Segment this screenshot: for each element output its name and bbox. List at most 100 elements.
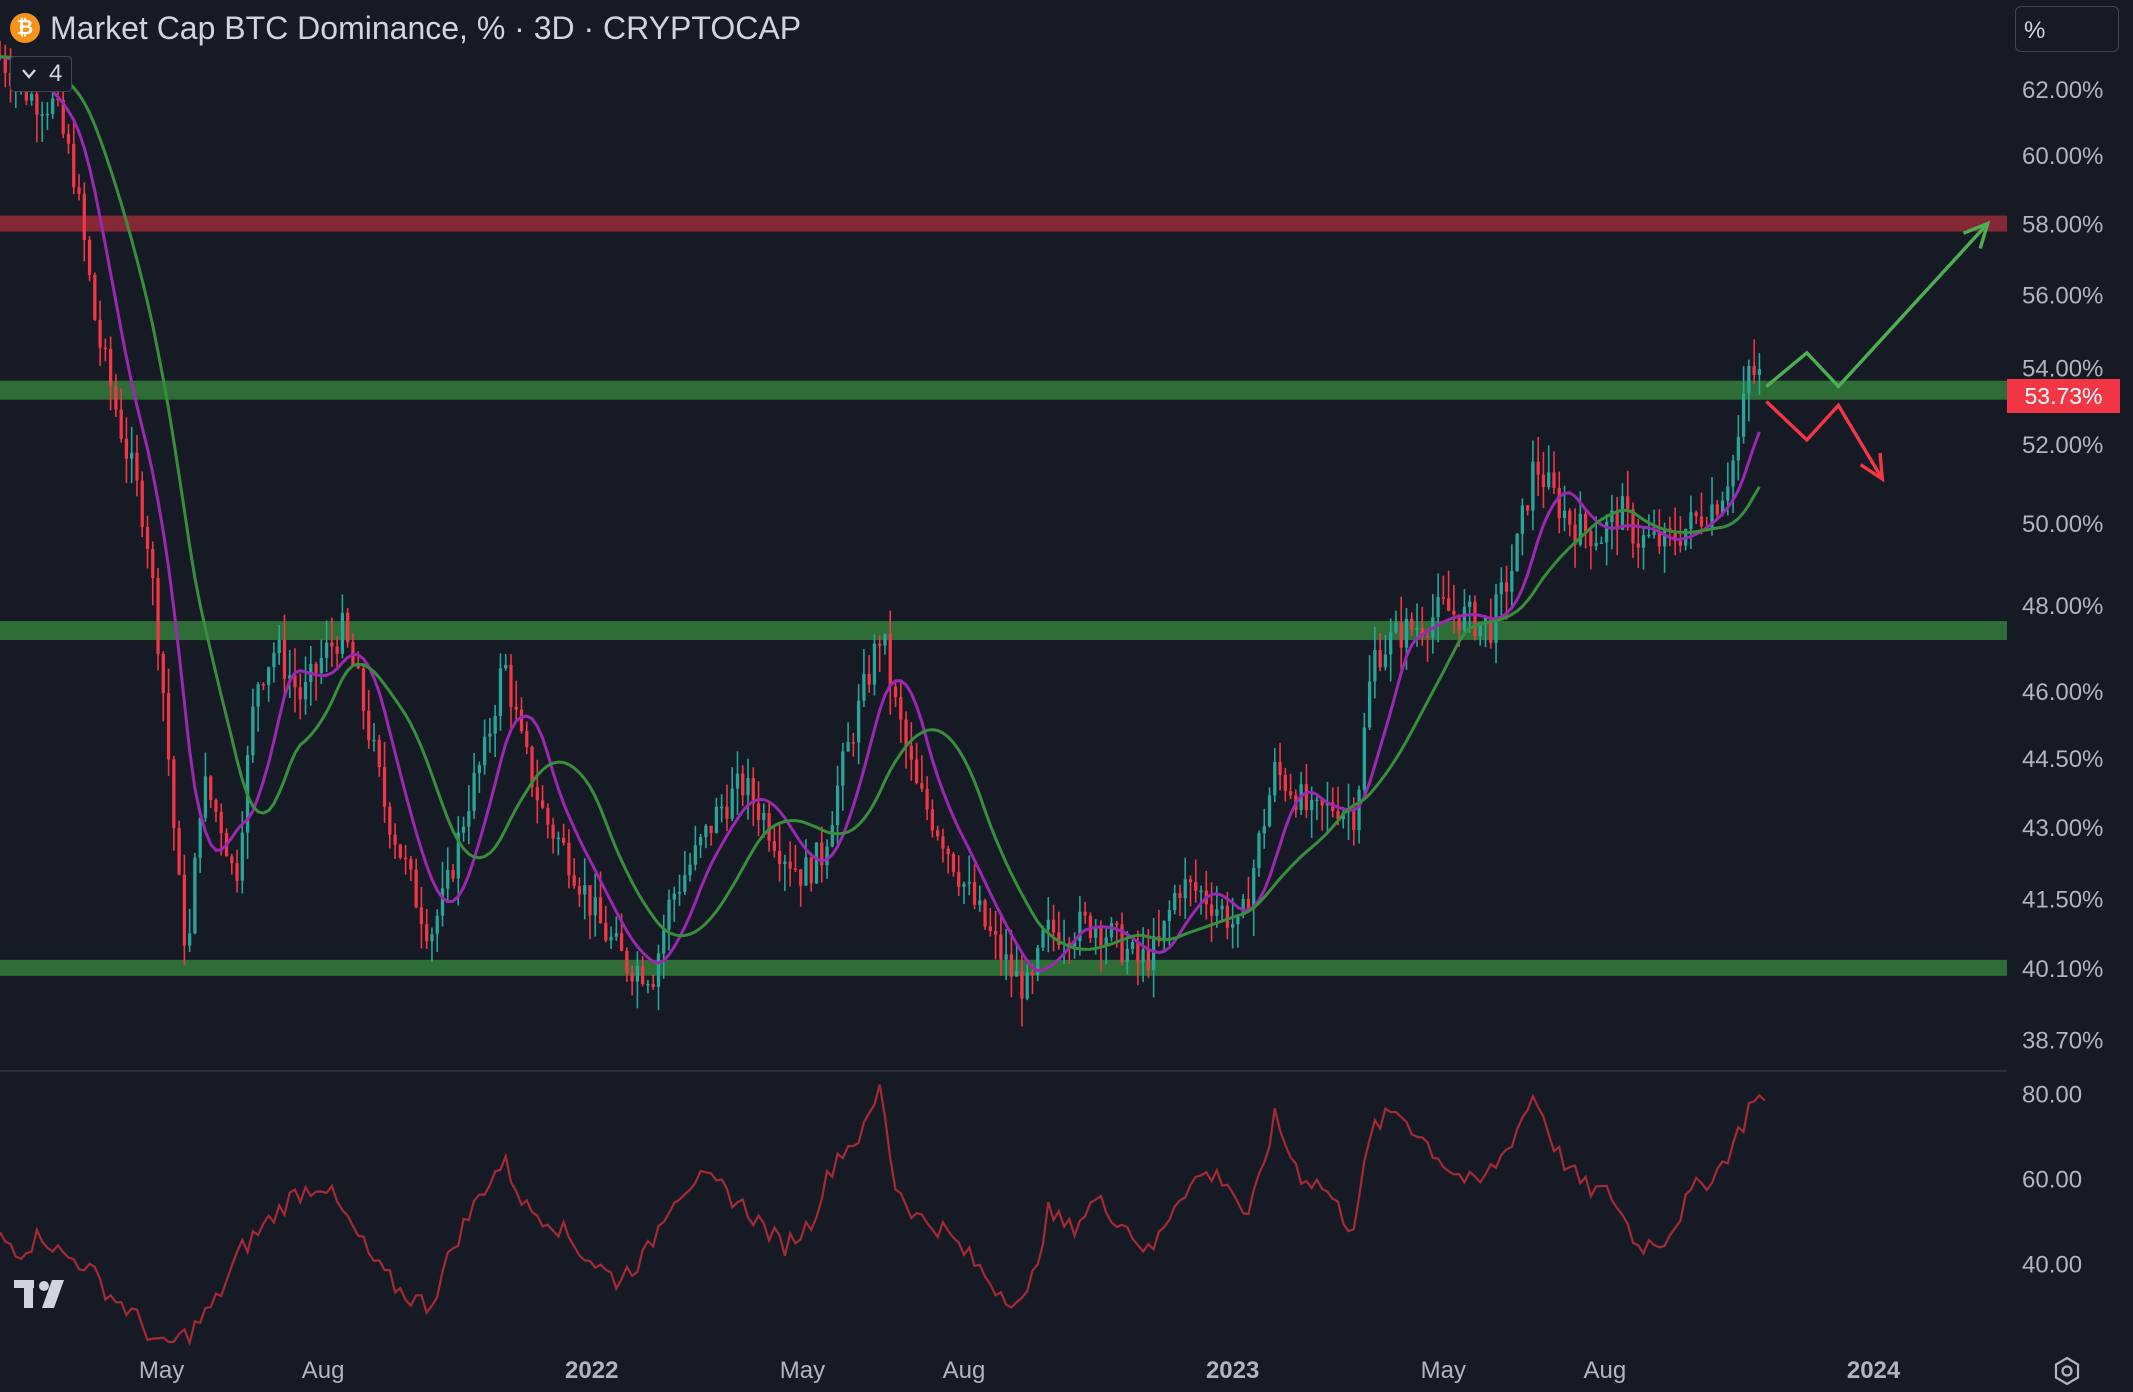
candle-body-307	[1615, 510, 1619, 530]
candle-body-240	[1262, 826, 1266, 834]
candle-body-125	[656, 953, 661, 987]
candle-body-102	[535, 787, 539, 801]
candle-body-332	[1747, 365, 1751, 394]
candle-body-117	[614, 933, 618, 937]
ma-slow-line	[0, 55, 1761, 951]
candle-body-224	[1178, 893, 1182, 898]
candle-body-230	[1209, 904, 1214, 916]
candle-body-154	[809, 857, 813, 884]
candle-body-294	[1547, 472, 1551, 488]
candle-body-26	[135, 452, 139, 481]
candle-body-120	[630, 972, 634, 982]
candle-body-191	[1004, 954, 1008, 960]
candle-body-197	[1036, 947, 1040, 976]
candle-body-29	[151, 548, 155, 579]
candle-body-206	[1083, 911, 1087, 916]
candle-body-132	[693, 845, 697, 865]
candle-body-36	[188, 933, 192, 946]
candle-body-73	[382, 767, 387, 807]
candle-body-278	[1462, 606, 1467, 631]
price-scale-mode-button[interactable]: %	[2015, 6, 2119, 52]
candle-body-126	[662, 929, 666, 954]
candle-body-51	[267, 667, 271, 685]
candle-body-208	[1094, 926, 1098, 938]
candle-body-27	[140, 480, 144, 527]
candle-body-65	[340, 612, 345, 654]
candle-body-265	[1394, 622, 1398, 633]
candle-body-23	[119, 409, 123, 439]
candle-body-46	[240, 832, 244, 881]
candle-body-302	[1589, 531, 1593, 547]
candle-body-60	[314, 663, 318, 673]
candle-body-175	[920, 783, 924, 789]
price-tick-label: 43.00%	[2022, 815, 2103, 842]
chart-title[interactable]: ₿ Market Cap BTC Dominance, % · 3D · CRY…	[10, 8, 801, 48]
current-price-badge: 53.73%	[2007, 379, 2120, 413]
candle-body-196	[1030, 971, 1035, 976]
candle-body-104	[546, 807, 550, 825]
chevron-down-icon	[22, 69, 36, 79]
candle-body-34	[177, 828, 181, 875]
candle-body-42	[219, 811, 223, 833]
price-tick-label: 52.00%	[2022, 432, 2103, 459]
candle-body-285	[1499, 582, 1503, 595]
level-band-support-2	[0, 621, 2007, 641]
candle-body-283	[1489, 617, 1493, 643]
candle-body-93	[488, 733, 492, 737]
candle-body-311	[1636, 543, 1640, 548]
candle-body-91	[477, 765, 481, 773]
candle-body-167	[878, 643, 882, 646]
indicator-count: 4	[49, 60, 63, 87]
candle-body-286	[1504, 582, 1509, 592]
candle-body-262	[1378, 650, 1382, 668]
candle-body-326	[1715, 504, 1719, 515]
candle-body-55	[288, 675, 292, 679]
candle-body-19	[98, 319, 102, 348]
candle-body-30	[156, 578, 160, 654]
candle-body-128	[672, 893, 676, 900]
candle-body-308	[1620, 496, 1625, 530]
candle-body-69	[361, 668, 366, 711]
candle-body-14	[72, 143, 76, 188]
candle-body-268	[1410, 618, 1414, 630]
candle-body-63	[330, 642, 334, 647]
candle-body-174	[914, 759, 919, 784]
candle-body-244	[1283, 774, 1287, 792]
candle-body-48	[251, 706, 255, 756]
candle-body-122	[641, 966, 645, 985]
candle-body-323	[1699, 516, 1704, 527]
candle-body-56	[293, 675, 297, 688]
candle-body-329	[1731, 460, 1735, 487]
price-axis[interactable]: 62.00% 60.00% 58.00% 56.00% 54.00% 52.00% 50.0…	[2022, 77, 2103, 1054]
candle-body-88	[461, 826, 466, 833]
candle-body-273	[1436, 597, 1440, 618]
gear-icon[interactable]	[2052, 1356, 2082, 1386]
candle-body-158	[830, 825, 834, 847]
candle-body-298	[1568, 510, 1572, 525]
candle-body-113	[593, 897, 597, 916]
tradingview-logo-icon[interactable]	[14, 1276, 76, 1312]
candle-body-217	[1141, 949, 1145, 963]
candles	[0, 41, 1762, 1027]
candle-body-205	[1078, 911, 1082, 942]
candle-body-33	[172, 759, 176, 829]
indicator-legend-toggle[interactable]: 4	[10, 56, 72, 92]
price-tick-label: 62.00%	[2022, 77, 2103, 104]
candle-body-182	[957, 871, 961, 887]
candle-body-21	[108, 348, 113, 387]
price-tick-label: 44.50%	[2022, 746, 2103, 773]
candle-body-312	[1641, 535, 1646, 548]
price-tick-label: 40.10%	[2022, 956, 2103, 983]
time-tick-label: May	[780, 1357, 825, 1384]
candle-body-267	[1404, 618, 1409, 648]
candle-body-248	[1304, 784, 1309, 811]
time-axis[interactable]: May Aug 2022 May Aug 2023 May Aug 2024	[139, 1357, 1901, 1384]
candle-body-84	[440, 888, 445, 916]
candle-body-251	[1320, 799, 1324, 806]
candle-body-147	[772, 840, 776, 851]
candle-body-192	[1009, 954, 1014, 977]
candle-body-144	[756, 803, 761, 820]
candle-body-115	[604, 923, 608, 941]
oscillator-axis[interactable]: 80.00 60.00 40.00	[2022, 1081, 2082, 1278]
